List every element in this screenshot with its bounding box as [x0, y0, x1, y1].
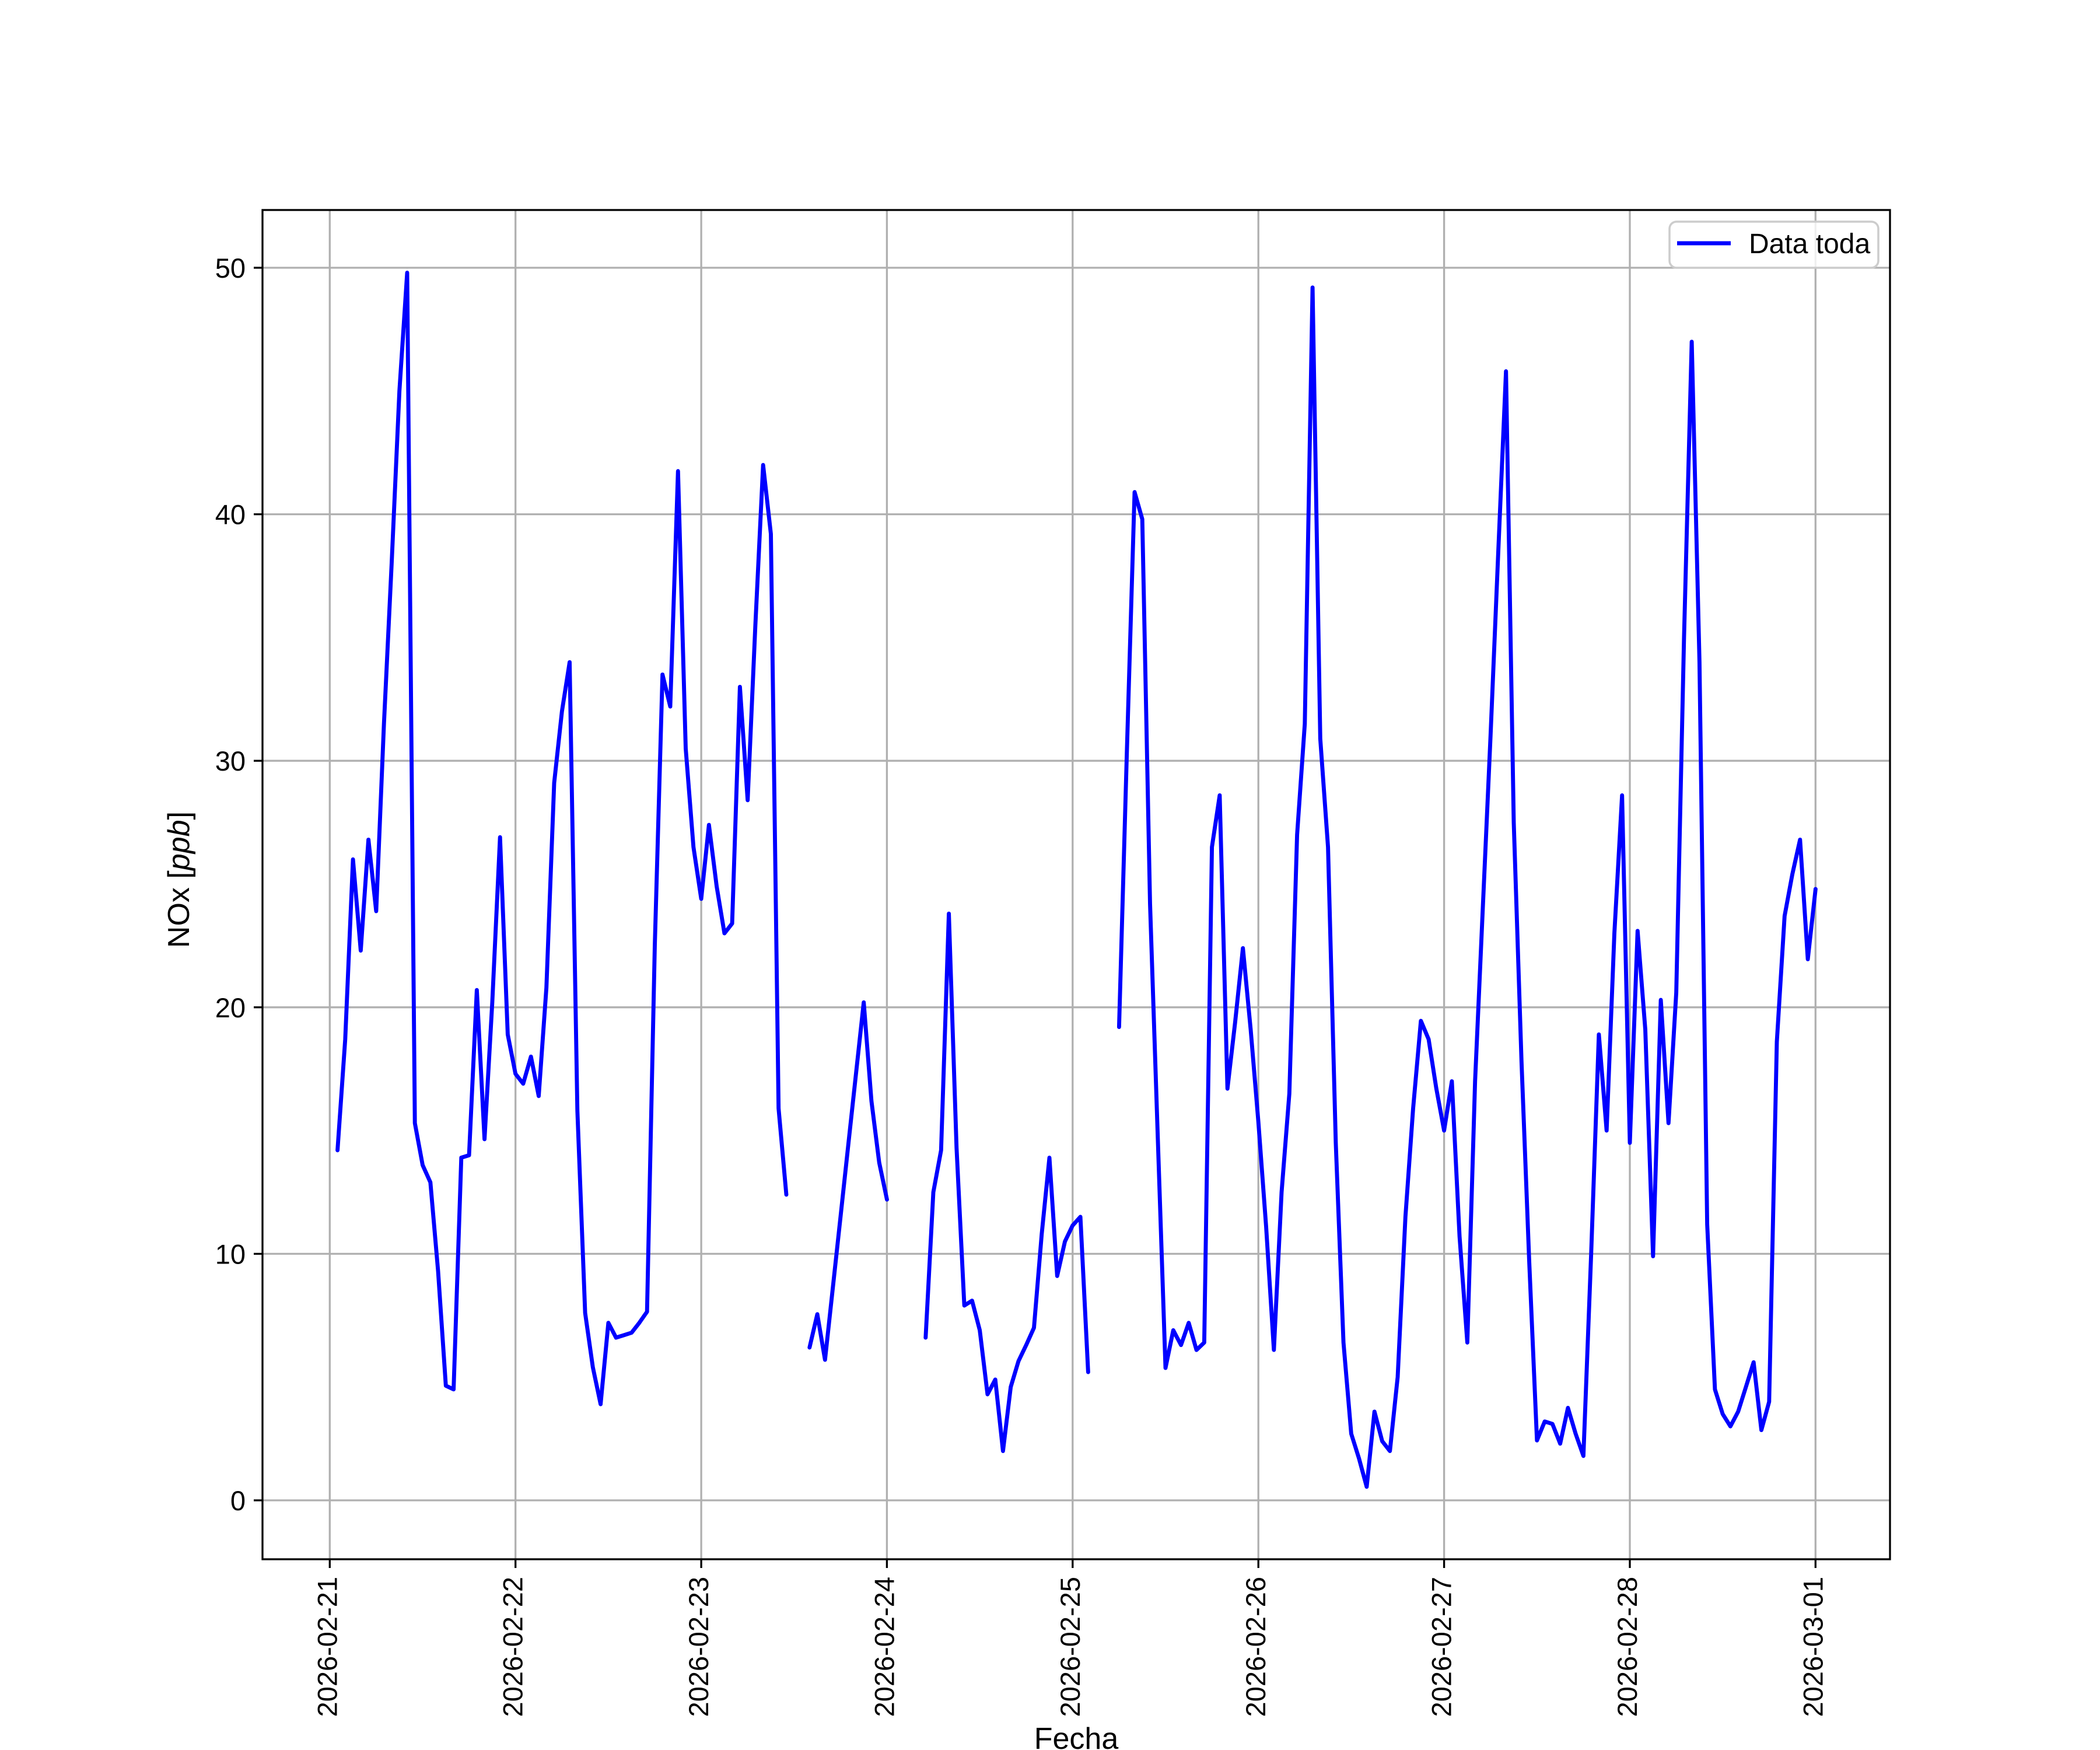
svg-text:2026-02-26: 2026-02-26	[1240, 1577, 1271, 1717]
svg-text:2026-02-24: 2026-02-24	[869, 1577, 900, 1717]
svg-text:0: 0	[230, 1485, 246, 1516]
svg-text:30: 30	[215, 746, 246, 776]
svg-text:20: 20	[215, 992, 246, 1023]
svg-text:50: 50	[215, 253, 246, 284]
svg-text:2026-02-25: 2026-02-25	[1055, 1577, 1086, 1717]
svg-text:10: 10	[215, 1238, 246, 1269]
svg-text:2026-02-27: 2026-02-27	[1426, 1577, 1457, 1717]
svg-text:NOx [ppb]: NOx [ppb]	[162, 811, 196, 948]
svg-text:2026-02-28: 2026-02-28	[1612, 1577, 1643, 1717]
svg-text:Data toda: Data toda	[1749, 229, 1870, 260]
svg-text:2026-02-21: 2026-02-21	[312, 1577, 342, 1717]
svg-text:40: 40	[215, 499, 246, 530]
svg-text:2026-02-23: 2026-02-23	[683, 1577, 714, 1717]
svg-text:Fecha: Fecha	[1034, 1722, 1119, 1750]
svg-text:2026-02-22: 2026-02-22	[498, 1577, 528, 1717]
svg-text:2026-03-01: 2026-03-01	[1797, 1577, 1828, 1717]
